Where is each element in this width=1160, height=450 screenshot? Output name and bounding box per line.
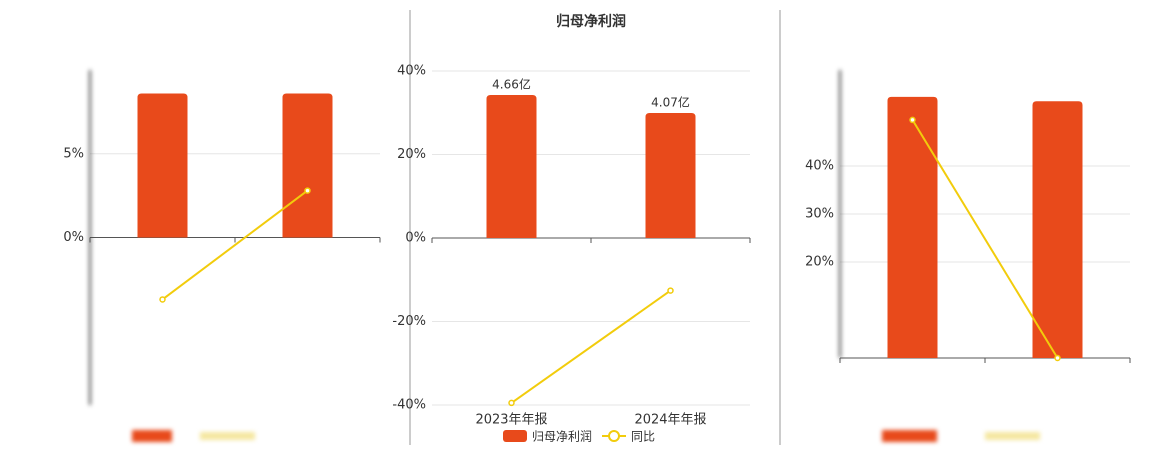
bar (887, 96, 938, 358)
y-tick-label: 5% (63, 146, 84, 161)
line-point (909, 116, 916, 124)
y-tick-label: 20% (397, 147, 426, 162)
chart: 40% 30% 20% (805, 70, 1131, 363)
chart: 5% 0% (63, 70, 381, 405)
line-point (304, 187, 311, 194)
legend-swatch (503, 430, 527, 442)
bar (486, 94, 537, 238)
bar (645, 113, 696, 238)
y-tick-label: -20% (392, 314, 426, 329)
line (510, 289, 672, 404)
line-point (1054, 354, 1061, 362)
blurred-legend (132, 430, 1040, 442)
bar-value-label: 4.66亿 (492, 76, 531, 91)
x-tick-label: 2024年年报 (634, 413, 706, 428)
y-tick-label: 20% (805, 255, 834, 270)
bar-value-label: 4.07亿 (651, 95, 690, 110)
y-tick-label: 40% (805, 159, 834, 174)
line-point (508, 399, 515, 407)
line (161, 189, 309, 301)
legend-label: 归母净利润 (532, 430, 592, 444)
line-point (159, 296, 166, 303)
bar (1032, 101, 1083, 358)
chart-title: 归母净利润 (556, 13, 626, 30)
y-tick-label: 30% (805, 207, 834, 222)
line-point (667, 287, 674, 294)
bar (137, 93, 188, 238)
chart: 归母净利润 40% 20% 0% -20% -40% 2023年年报 2024年年报 4.66亿… (392, 13, 751, 444)
bar (282, 93, 333, 238)
y-tick-label: 0% (63, 230, 84, 245)
y-tick-label: 0% (405, 231, 426, 246)
legend-swatch (608, 430, 621, 442)
legend-label: 同比 (631, 430, 655, 444)
x-tick-label: 2023年年报 (475, 413, 547, 428)
y-tick-label: -40% (392, 398, 426, 413)
y-tick-label: 40% (397, 64, 426, 79)
line (911, 119, 1059, 359)
